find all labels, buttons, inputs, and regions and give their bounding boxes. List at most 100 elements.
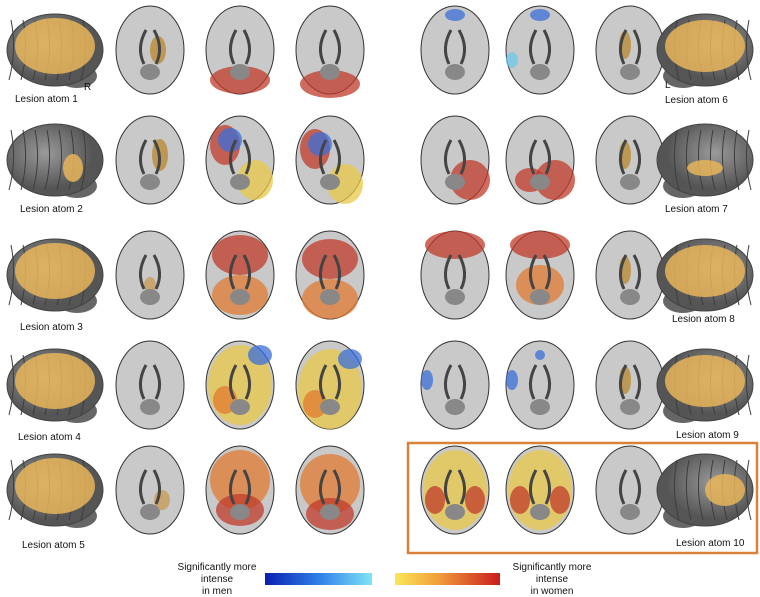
axial-slice (595, 115, 665, 205)
midbrain (140, 174, 160, 190)
axial-slice (295, 445, 365, 535)
atom-label: Lesion atom 5 (22, 540, 85, 551)
midbrain (230, 289, 250, 305)
midbrain (530, 289, 550, 305)
overlay (425, 486, 445, 514)
axial-slice (205, 5, 275, 95)
midbrain (320, 399, 340, 415)
overlay (535, 160, 575, 200)
ventricles (529, 364, 551, 400)
gyrus (8, 354, 15, 416)
cortex (6, 123, 104, 197)
overlay (144, 277, 156, 293)
ventricles (139, 364, 161, 400)
ventricles (139, 254, 161, 290)
midbrain (445, 64, 465, 80)
gyrus (8, 459, 15, 521)
ventricles (139, 139, 161, 175)
highlight-box (406, 441, 759, 555)
axial-slice (115, 115, 185, 205)
gyrus (709, 129, 716, 191)
overlay (302, 239, 358, 279)
ventricles (619, 364, 641, 400)
legend-text: intense (201, 574, 234, 585)
axial-slice (115, 230, 185, 320)
gyrus (8, 19, 15, 81)
midbrain (620, 289, 640, 305)
axial-slice (595, 340, 665, 430)
overlay (516, 265, 564, 305)
ventricles (229, 469, 251, 505)
lesion (63, 154, 83, 182)
lesion (705, 474, 745, 506)
ventricles (444, 139, 466, 175)
midbrain (445, 289, 465, 305)
ventricles (139, 29, 161, 65)
slice (420, 5, 490, 95)
axial-slice (505, 340, 575, 430)
midbrain (230, 174, 250, 190)
gyrus (685, 459, 692, 521)
overlay (506, 52, 518, 68)
axial-slice (115, 5, 185, 95)
midbrain (140, 399, 160, 415)
axial-slice (420, 5, 490, 95)
ventricles (229, 254, 251, 290)
midbrain (320, 504, 340, 520)
lateral-brain (656, 13, 754, 88)
axial-slice (505, 115, 575, 205)
lateral-brain (656, 238, 754, 313)
overlay (237, 160, 273, 200)
slice (115, 115, 185, 205)
midbrain (140, 289, 160, 305)
gyrus (721, 129, 728, 191)
legend-text: in men (202, 586, 232, 597)
midbrain (140, 504, 160, 520)
ventricles (444, 469, 466, 505)
gyrus (733, 129, 740, 191)
midbrain (620, 174, 640, 190)
ventricles (529, 139, 551, 175)
legend-text: Significantly more (178, 562, 257, 573)
overlay (425, 231, 485, 259)
axial-slice (295, 340, 365, 430)
overlay (300, 454, 360, 514)
atom-label: Lesion atom 2 (20, 204, 83, 215)
axial-slice (595, 445, 665, 535)
gyrus (8, 244, 15, 306)
legend-text: intense (536, 574, 569, 585)
lateral-brain (656, 453, 754, 528)
legend-text: in women (531, 586, 574, 597)
atom-label: Lesion atom 1 (15, 94, 78, 105)
axial-slice (595, 230, 665, 320)
ventricles (529, 29, 551, 65)
axial-slice (505, 230, 575, 320)
axial-slice (115, 340, 185, 430)
lateral-brain (656, 348, 754, 423)
ventricles (444, 254, 466, 290)
axial-slice (420, 445, 490, 535)
hemisphere-label: L (665, 80, 671, 91)
slice (505, 340, 575, 430)
axial-slice (295, 115, 365, 205)
lesion (665, 245, 745, 297)
slice (420, 340, 490, 430)
axial-slice (420, 340, 490, 430)
gyrus (673, 459, 680, 521)
lateral-brain (6, 238, 104, 313)
gyrus (697, 129, 704, 191)
ventricles (444, 29, 466, 65)
overlay (150, 36, 166, 64)
midbrain (445, 174, 465, 190)
gyrus (745, 129, 752, 191)
atom-label: Lesion atom 8 (672, 314, 735, 325)
lesion (665, 20, 745, 72)
midbrain (530, 504, 550, 520)
overlay (510, 231, 570, 259)
gyrus (745, 354, 752, 416)
overlay (210, 450, 270, 510)
lateral-brain (6, 348, 104, 423)
overlay (212, 235, 268, 275)
atom-label: Lesion atom 9 (676, 430, 739, 441)
